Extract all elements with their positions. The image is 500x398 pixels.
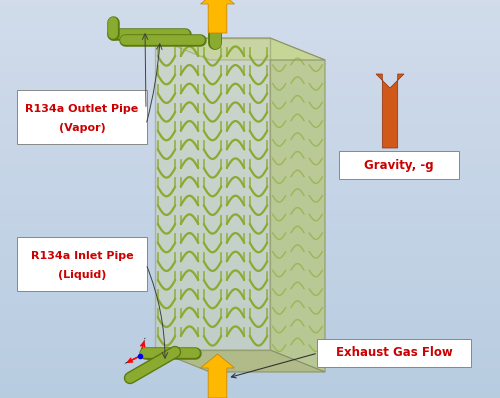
FancyBboxPatch shape — [17, 237, 147, 291]
Bar — [0, 0, 500, 5]
Bar — [0, 267, 500, 274]
Bar — [0, 347, 500, 353]
Bar — [0, 367, 500, 373]
Bar — [0, 74, 500, 80]
Bar — [0, 287, 500, 294]
Bar — [0, 123, 500, 129]
Text: Gravity, -g: Gravity, -g — [364, 158, 434, 172]
Bar — [0, 337, 500, 343]
Bar — [0, 233, 500, 239]
Bar — [0, 4, 500, 10]
Bar — [0, 173, 500, 179]
Text: (Vapor): (Vapor) — [58, 123, 106, 133]
Text: (Liquid): (Liquid) — [58, 270, 106, 281]
Bar — [0, 178, 500, 184]
Bar — [0, 193, 500, 199]
Bar — [0, 253, 500, 259]
Bar — [0, 332, 500, 338]
Bar — [0, 238, 500, 244]
Bar — [0, 362, 500, 368]
Bar — [0, 153, 500, 159]
Bar — [0, 263, 500, 269]
Bar — [0, 183, 500, 189]
Bar — [0, 392, 500, 398]
Bar — [0, 163, 500, 169]
Bar — [0, 382, 500, 388]
Bar — [0, 49, 500, 55]
Polygon shape — [200, 354, 234, 398]
Text: Exhaust Gas Flow: Exhaust Gas Flow — [336, 347, 452, 359]
Bar — [0, 218, 500, 224]
Bar — [0, 118, 500, 124]
Bar — [0, 24, 500, 30]
Bar — [0, 273, 500, 279]
Bar — [0, 78, 500, 84]
FancyBboxPatch shape — [339, 151, 459, 179]
FancyBboxPatch shape — [17, 90, 147, 144]
Bar — [0, 68, 500, 75]
Bar — [0, 158, 500, 164]
Bar — [0, 243, 500, 249]
Bar — [0, 14, 500, 20]
Bar — [0, 213, 500, 219]
Bar — [0, 372, 500, 378]
Bar — [0, 322, 500, 328]
Polygon shape — [270, 38, 325, 372]
Bar — [0, 277, 500, 283]
Polygon shape — [155, 350, 325, 372]
Bar — [0, 297, 500, 303]
Bar — [0, 258, 500, 264]
Bar — [0, 168, 500, 174]
Bar — [0, 103, 500, 109]
Polygon shape — [376, 74, 404, 148]
Bar — [0, 148, 500, 154]
Text: R134a Inlet Pipe: R134a Inlet Pipe — [30, 251, 134, 261]
Bar — [0, 208, 500, 214]
Bar — [0, 128, 500, 134]
Bar — [0, 302, 500, 308]
Bar — [0, 248, 500, 254]
Bar — [0, 108, 500, 115]
Bar — [0, 113, 500, 119]
Bar — [0, 317, 500, 323]
FancyBboxPatch shape — [317, 339, 471, 367]
Bar — [0, 203, 500, 209]
Bar — [0, 352, 500, 358]
Bar — [0, 98, 500, 105]
Bar — [0, 54, 500, 60]
Bar — [0, 39, 500, 45]
Bar — [0, 143, 500, 149]
Bar — [0, 377, 500, 383]
Polygon shape — [200, 0, 234, 33]
Text: R134a Outlet Pipe: R134a Outlet Pipe — [26, 104, 138, 114]
Bar — [0, 342, 500, 348]
Bar — [0, 133, 500, 139]
Bar — [0, 44, 500, 50]
Bar — [0, 293, 500, 298]
Bar — [0, 9, 500, 15]
Bar — [0, 307, 500, 314]
Bar — [0, 138, 500, 144]
Bar — [0, 34, 500, 40]
Bar — [0, 59, 500, 64]
Bar — [0, 387, 500, 393]
Bar — [0, 312, 500, 318]
Polygon shape — [155, 38, 270, 350]
Bar — [0, 64, 500, 70]
Bar — [0, 84, 500, 90]
Bar — [0, 198, 500, 204]
Bar — [0, 188, 500, 194]
Bar — [0, 327, 500, 334]
Bar — [0, 357, 500, 363]
Bar — [0, 283, 500, 289]
Bar — [0, 94, 500, 100]
Bar — [0, 88, 500, 94]
Bar — [0, 223, 500, 229]
Bar — [0, 228, 500, 234]
Bar — [0, 29, 500, 35]
Bar — [0, 19, 500, 25]
Polygon shape — [155, 38, 325, 60]
